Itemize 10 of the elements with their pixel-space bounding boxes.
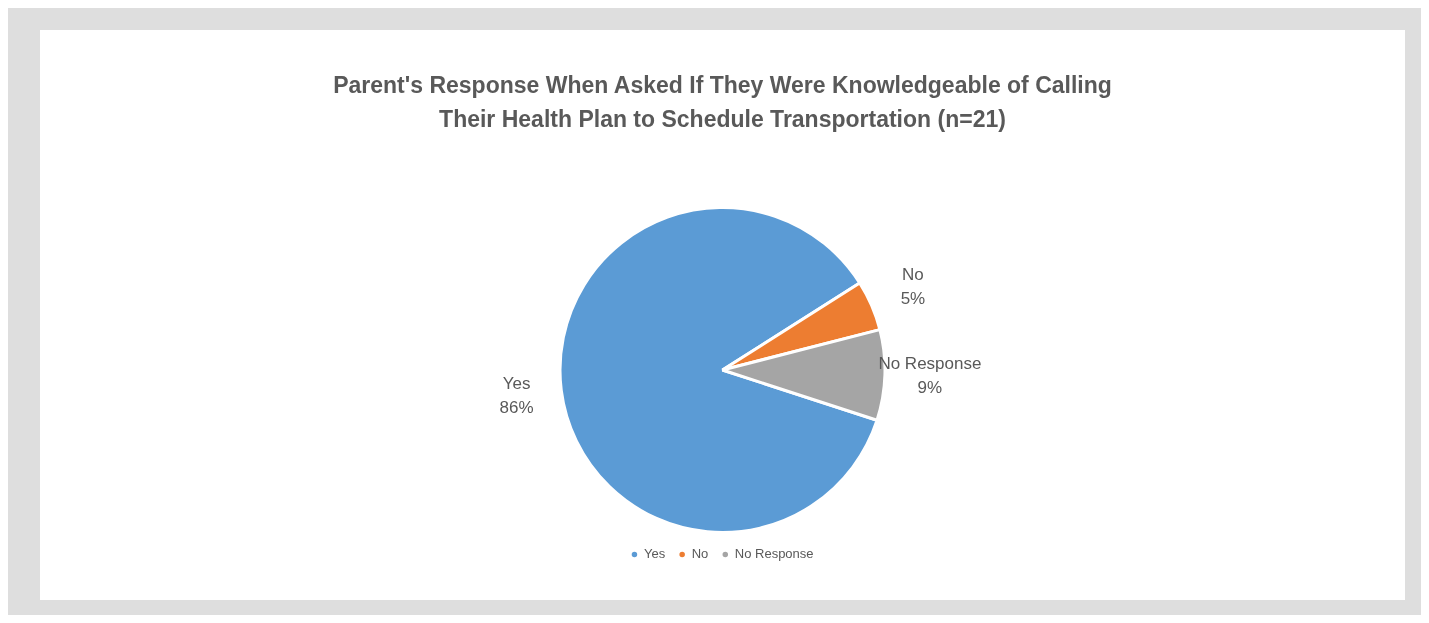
- data-label: 9%: [917, 378, 943, 398]
- data-label: 86%: [499, 397, 534, 417]
- legend-label: No Response: [734, 546, 814, 562]
- data-label: 5%: [900, 289, 926, 309]
- slice-label: No Response: [878, 354, 982, 374]
- slice-label: No: [902, 265, 924, 285]
- legend-label: No: [691, 546, 709, 562]
- slice-label: Yes: [502, 373, 531, 393]
- legend-label: Yes: [643, 546, 666, 562]
- chart-title: Parent's Response When Asked If They Were Knowledgeable of Calling Their Health Plan to Schedule Transportation (n=21): [332, 71, 1113, 134]
